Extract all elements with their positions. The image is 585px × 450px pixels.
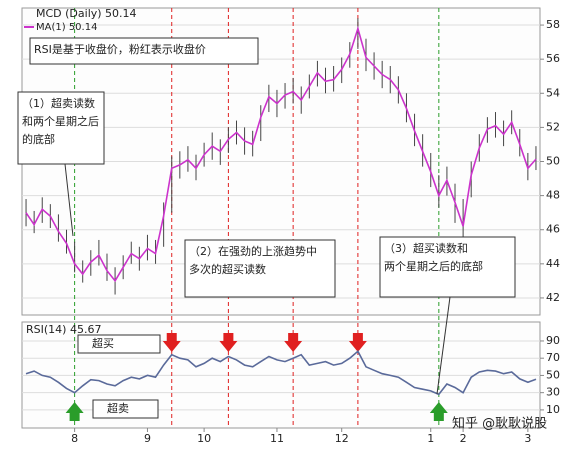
annotation-text: 和两个星期之后 xyxy=(22,114,99,128)
annotation-text: 超买 xyxy=(92,336,114,350)
y-tick-label: 56 xyxy=(546,52,560,65)
x-tick-label: 1 xyxy=(427,432,434,445)
x-tick-label: 3 xyxy=(524,432,531,445)
signal-arrow xyxy=(162,333,181,352)
y-tick-label: 90 xyxy=(546,334,560,347)
arrow-head xyxy=(65,402,84,421)
chart-title: MCD (Daily) 50.14 xyxy=(36,7,137,20)
arrow-head xyxy=(219,333,238,352)
y-tick-label: 58 xyxy=(546,18,560,31)
legend-label: MA(1) 50.14 xyxy=(36,22,97,33)
signal-arrow xyxy=(219,333,238,352)
y-tick-label: 54 xyxy=(546,86,560,99)
arrow-head xyxy=(429,402,448,421)
signal-arrow xyxy=(65,402,84,421)
signal-arrow xyxy=(284,333,303,352)
annotation-box xyxy=(17,91,105,165)
x-tick-label: 9 xyxy=(144,432,151,445)
annotation-text: （3）超买读数和 xyxy=(384,241,468,255)
x-tick-label: 10 xyxy=(197,432,211,445)
annotation-box xyxy=(92,399,159,419)
rsi-title: RSI(14) 45.67 xyxy=(26,323,101,336)
y-tick-label: 50 xyxy=(546,155,560,168)
arrow-head xyxy=(162,333,181,352)
callout-line xyxy=(436,296,451,395)
annotation-text: 多次的超买读数 xyxy=(189,262,266,276)
signal-arrow xyxy=(348,333,367,352)
annotation-text: 两个星期之后的底部 xyxy=(384,259,483,273)
series-line xyxy=(25,25,537,283)
annotation-text: RSI是基于收盘价，粉红表示收盘价 xyxy=(34,42,206,56)
x-tick-label: 2 xyxy=(460,432,467,445)
annotation-box xyxy=(184,239,336,298)
callout-line xyxy=(64,163,74,237)
y-tick-label: 48 xyxy=(546,189,560,202)
x-tick-label: 11 xyxy=(270,432,284,445)
x-tick-label: 12 xyxy=(335,432,349,445)
y-tick-label: 70 xyxy=(546,351,560,364)
annotation-text: 超卖 xyxy=(107,401,129,415)
y-tick-label: 42 xyxy=(546,291,560,304)
annotation-text: 的底部 xyxy=(22,132,55,146)
y-tick-label: 50 xyxy=(546,368,560,381)
annotation-box xyxy=(77,334,161,354)
annotation-box xyxy=(29,37,259,65)
y-tick-label: 44 xyxy=(546,257,560,270)
series-line xyxy=(25,350,537,396)
y-tick-label: 10 xyxy=(546,403,560,416)
y-tick-label: 52 xyxy=(546,120,560,133)
annotation-box xyxy=(379,236,516,298)
annotation-text: （1）超卖读数 xyxy=(22,96,95,110)
annotation-text: （2）在强劲的上涨趋势中 xyxy=(189,244,317,258)
y-tick-label: 30 xyxy=(546,386,560,399)
watermark: 知乎 @耿耿说股 xyxy=(452,416,547,432)
arrow-head xyxy=(284,333,303,352)
arrow-head xyxy=(348,333,367,352)
x-tick-label: 8 xyxy=(71,432,78,445)
signal-arrow xyxy=(429,402,448,421)
y-tick-label: 46 xyxy=(546,223,560,236)
